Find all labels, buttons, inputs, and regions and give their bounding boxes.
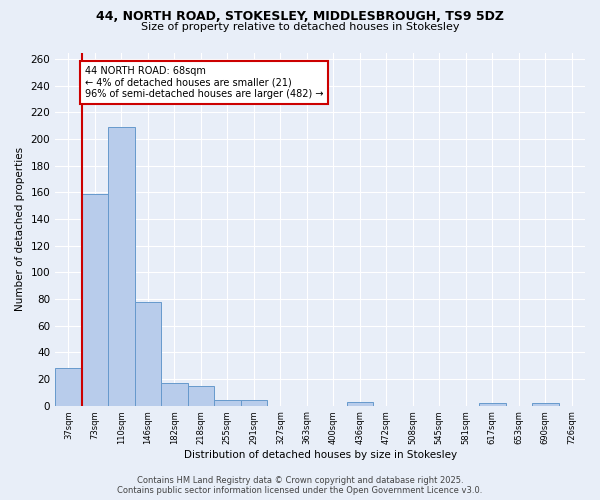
Bar <box>108 127 134 406</box>
Text: 44 NORTH ROAD: 68sqm
← 4% of detached houses are smaller (21)
96% of semi-detach: 44 NORTH ROAD: 68sqm ← 4% of detached ho… <box>85 66 323 99</box>
Bar <box>479 403 506 406</box>
Text: Contains HM Land Registry data © Crown copyright and database right 2025.
Contai: Contains HM Land Registry data © Crown c… <box>118 476 482 495</box>
Y-axis label: Number of detached properties: Number of detached properties <box>15 147 25 311</box>
Bar <box>347 402 373 406</box>
Bar <box>214 400 241 406</box>
Bar <box>188 386 214 406</box>
Bar <box>532 403 559 406</box>
Bar <box>134 302 161 406</box>
Bar <box>82 194 108 406</box>
Bar <box>241 400 267 406</box>
Bar <box>161 383 188 406</box>
Bar <box>55 368 82 406</box>
X-axis label: Distribution of detached houses by size in Stokesley: Distribution of detached houses by size … <box>184 450 457 460</box>
Text: Size of property relative to detached houses in Stokesley: Size of property relative to detached ho… <box>141 22 459 32</box>
Text: 44, NORTH ROAD, STOKESLEY, MIDDLESBROUGH, TS9 5DZ: 44, NORTH ROAD, STOKESLEY, MIDDLESBROUGH… <box>96 10 504 23</box>
